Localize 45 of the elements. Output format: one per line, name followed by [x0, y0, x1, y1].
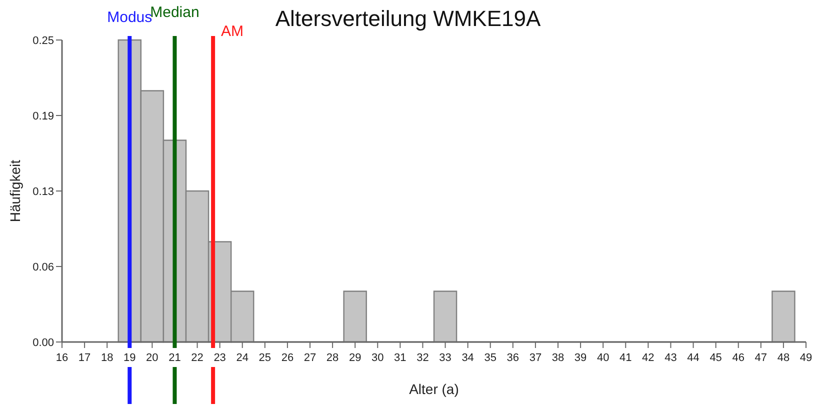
x-tick-label: 43	[664, 352, 677, 364]
x-tick-label: 30	[372, 352, 384, 364]
y-tick-label: 0.25	[32, 34, 54, 47]
x-tick-label: 39	[574, 352, 587, 364]
ref-line-label: Median	[150, 4, 200, 21]
x-tick-label: 44	[687, 352, 700, 364]
y-axis-title: Häufigkeit	[7, 160, 23, 222]
ref-line-label: Modus	[107, 9, 152, 26]
y-tick-label: 0.19	[32, 110, 54, 122]
x-tick-label: 16	[56, 352, 68, 364]
x-tick-label: 23	[214, 352, 226, 364]
x-tick-label: 31	[394, 352, 406, 364]
x-tick-label: 48	[777, 352, 790, 364]
x-tick-label: 37	[529, 352, 542, 364]
x-tick-label: 47	[754, 352, 768, 364]
x-tick-label: 18	[100, 352, 114, 364]
x-tick-label: 27	[304, 352, 316, 364]
x-tick-label: 22	[191, 352, 204, 364]
x-tick-label: 38	[552, 352, 564, 364]
x-tick-label: 25	[258, 352, 272, 364]
x-tick-label: 36	[506, 352, 520, 364]
x-tick-label: 42	[642, 352, 654, 364]
x-tick-label: 32	[416, 352, 429, 364]
x-tick-label: 46	[732, 352, 744, 364]
chart-title: Altersverteilung WMKE19A	[275, 6, 541, 31]
x-tick-label: 26	[281, 352, 294, 364]
x-tick-label: 41	[620, 352, 632, 364]
x-tick-label: 24	[236, 352, 248, 364]
x-tick-label: 45	[710, 352, 722, 364]
x-tick-label: 29	[348, 352, 362, 364]
x-tick-label: 35	[484, 352, 496, 364]
x-tick-label: 20	[146, 352, 158, 364]
x-tick-label: 21	[168, 352, 181, 364]
x-tick-label: 34	[462, 352, 474, 364]
x-axis-title: Alter (a)	[409, 381, 459, 397]
x-tick-label: 40	[596, 352, 610, 364]
x-tick-label: 19	[124, 352, 136, 364]
x-tick-label: 33	[439, 352, 452, 364]
ref-line-label: AM	[221, 23, 244, 40]
y-tick-label: 0.06	[32, 261, 54, 274]
x-tick-label: 49	[800, 352, 812, 364]
x-tick-label: 17	[78, 352, 91, 364]
y-tick-label: 0.13	[32, 186, 54, 198]
y-tick-label: 0.00	[32, 336, 54, 349]
x-tick-label: 28	[326, 352, 339, 364]
